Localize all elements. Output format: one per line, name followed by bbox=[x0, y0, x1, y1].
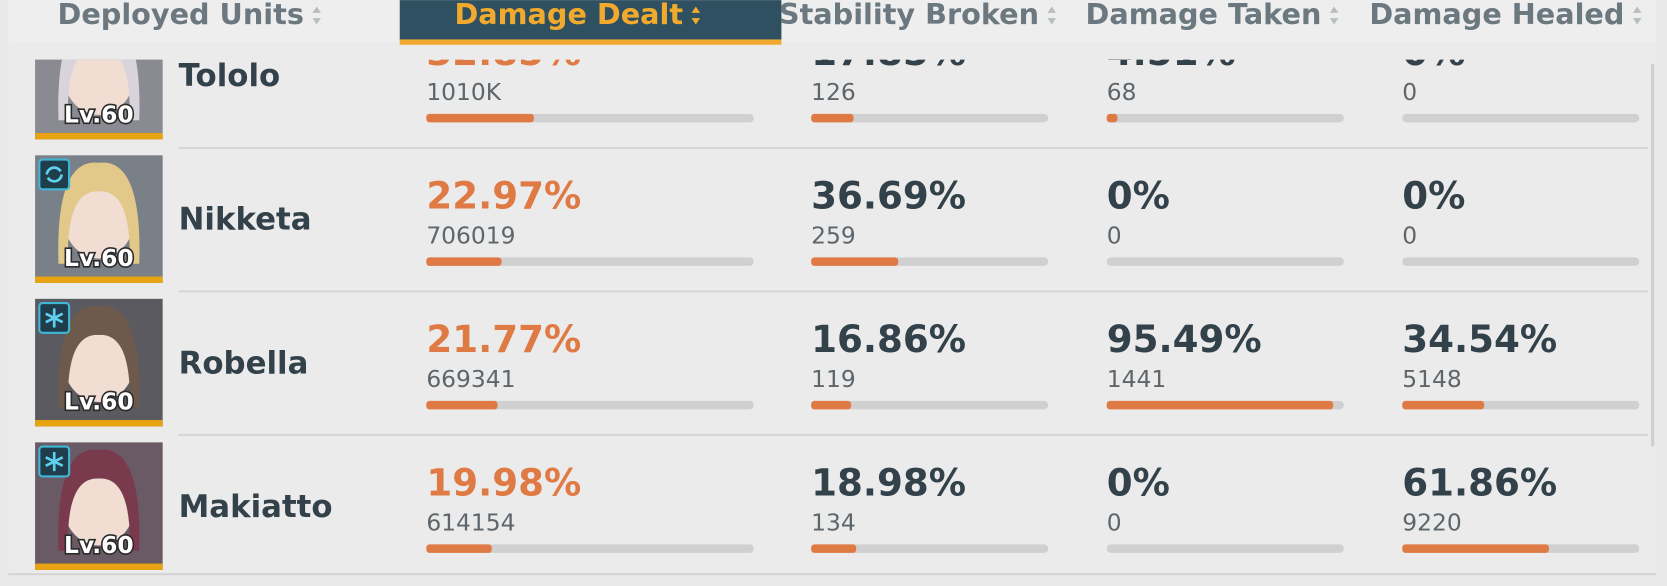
share-bar-track bbox=[1106, 544, 1344, 553]
amount: 1010K bbox=[426, 78, 501, 106]
share-bar-track bbox=[1402, 113, 1640, 123]
element-glyph bbox=[45, 308, 64, 328]
share-percent: 0% bbox=[1402, 30, 1465, 74]
share-bar bbox=[426, 257, 502, 266]
share-percent: 61.86% bbox=[1402, 460, 1557, 504]
amount: 0 bbox=[1107, 509, 1122, 537]
share-percent: 4.51% bbox=[1107, 30, 1236, 74]
share-bar bbox=[811, 400, 852, 410]
share-bar bbox=[811, 113, 854, 123]
share-percent: 34.54% bbox=[1402, 317, 1557, 361]
sort-icon[interactable] bbox=[1329, 6, 1339, 25]
header-bg bbox=[8, 0, 1657, 43]
column-header[interactable]: Stability Broken bbox=[779, 0, 1039, 31]
share-bar bbox=[1402, 400, 1485, 410]
sort-icon[interactable] bbox=[312, 6, 321, 25]
amount: 0 bbox=[1402, 78, 1417, 106]
amount: 0 bbox=[1107, 222, 1122, 250]
share-percent: 0% bbox=[1107, 460, 1170, 504]
unit-name: Tololo bbox=[179, 58, 281, 94]
share-percent: 21.77% bbox=[426, 317, 581, 361]
amount: 68 bbox=[1107, 78, 1137, 106]
sort-icon[interactable] bbox=[1047, 6, 1057, 25]
unit-name: Robella bbox=[179, 345, 309, 381]
share-bar bbox=[426, 400, 498, 410]
share-percent: 0% bbox=[1402, 173, 1465, 217]
share-bar-track bbox=[811, 113, 1049, 123]
amount: 134 bbox=[811, 509, 856, 537]
unit-row: Lv.60 Nikketa 22.97% 706019 36.69% 259 0% 0 0% 0 bbox=[35, 155, 1648, 293]
share-percent: 18.98% bbox=[811, 460, 966, 504]
unit-level: Lv.60 bbox=[64, 388, 134, 416]
share-bar-track bbox=[1402, 257, 1640, 266]
share-percent: 22.97% bbox=[426, 173, 581, 217]
sort-icon[interactable] bbox=[691, 6, 701, 25]
element-glyph bbox=[45, 166, 63, 183]
amount: 119 bbox=[811, 365, 856, 393]
share-bar-track bbox=[426, 257, 754, 266]
amount: 126 bbox=[811, 78, 856, 106]
share-bar bbox=[426, 544, 492, 553]
share-percent: 95.49% bbox=[1107, 317, 1262, 361]
share-bar bbox=[1106, 113, 1118, 123]
share-percent: 36.69% bbox=[811, 173, 966, 217]
share-percent: 17.85% bbox=[811, 30, 966, 74]
column-header[interactable]: Deployed Units bbox=[58, 0, 304, 31]
column-header[interactable]: Damage Healed bbox=[1369, 0, 1624, 31]
share-bar bbox=[1402, 544, 1549, 553]
portrait-hair bbox=[58, 162, 140, 264]
share-bar-track bbox=[811, 544, 1049, 553]
portrait-rarity-bar bbox=[35, 132, 163, 140]
rows: Lv.60 Tololo 32.85% 1010K 17.85% 126 4.51% 68 0%… bbox=[35, 30, 1648, 570]
share-bar bbox=[426, 113, 534, 123]
share-percent: 16.86% bbox=[811, 317, 966, 361]
column-header[interactable]: Damage Dealt bbox=[454, 0, 683, 31]
amount: 706019 bbox=[426, 222, 515, 250]
element-icon bbox=[38, 158, 71, 191]
portrait-rarity-bar bbox=[35, 420, 163, 427]
portrait-rarity-bar bbox=[35, 563, 163, 570]
portrait-rarity-bar bbox=[35, 276, 163, 283]
unit-name: Nikketa bbox=[179, 202, 312, 238]
scrollbar bbox=[1651, 63, 1655, 447]
share-percent: 19.98% bbox=[426, 460, 581, 504]
portrait-hair bbox=[58, 59, 140, 121]
share-bar bbox=[811, 257, 899, 266]
unit-level: Lv.60 bbox=[64, 531, 134, 559]
portrait-hair bbox=[58, 449, 140, 551]
unit-row: Lv.60 Makiatto 19.98% 614154 18.98% 134 0% 0 61.… bbox=[35, 442, 1640, 570]
amount: 5148 bbox=[1402, 365, 1462, 393]
active-column-bg bbox=[399, 0, 782, 41]
column-header[interactable]: Damage Taken bbox=[1086, 0, 1322, 31]
share-percent: 0% bbox=[1107, 173, 1170, 217]
share-bar-track bbox=[426, 544, 754, 553]
share-percent: 32.85% bbox=[426, 30, 581, 74]
element-glyph bbox=[45, 451, 64, 472]
amount: 9220 bbox=[1402, 509, 1462, 537]
active-column-underline bbox=[399, 39, 782, 45]
unit-row: Lv.60 Robella 21.77% 669341 16.86% 119 95.49% 1… bbox=[35, 298, 1648, 436]
amount: 259 bbox=[811, 222, 856, 250]
unit-level: Lv.60 bbox=[64, 100, 134, 128]
table-body bbox=[8, 42, 1657, 575]
amount: 1441 bbox=[1107, 365, 1167, 393]
unit-level: Lv.60 bbox=[64, 244, 134, 272]
share-bar-track bbox=[426, 400, 754, 410]
amount: 614154 bbox=[426, 509, 515, 537]
unit-row: Lv.60 Tololo 32.85% 1010K 17.85% 126 4.51% 68 0%… bbox=[35, 30, 1648, 149]
share-bar-track bbox=[811, 400, 1049, 410]
header: Deployed Units Damage Dealt Stability Brok… bbox=[8, 0, 1657, 45]
portrait-hair bbox=[58, 306, 140, 408]
share-bar-track bbox=[1106, 113, 1344, 123]
share-bar-track bbox=[1106, 257, 1344, 266]
amount: 0 bbox=[1402, 222, 1417, 250]
unit-name: Makiatto bbox=[179, 489, 333, 525]
share-bar bbox=[1106, 400, 1334, 410]
sort-icon[interactable] bbox=[1632, 6, 1642, 25]
amount: 669341 bbox=[426, 365, 515, 393]
portrait-face bbox=[62, 59, 136, 115]
share-bar bbox=[811, 544, 857, 553]
